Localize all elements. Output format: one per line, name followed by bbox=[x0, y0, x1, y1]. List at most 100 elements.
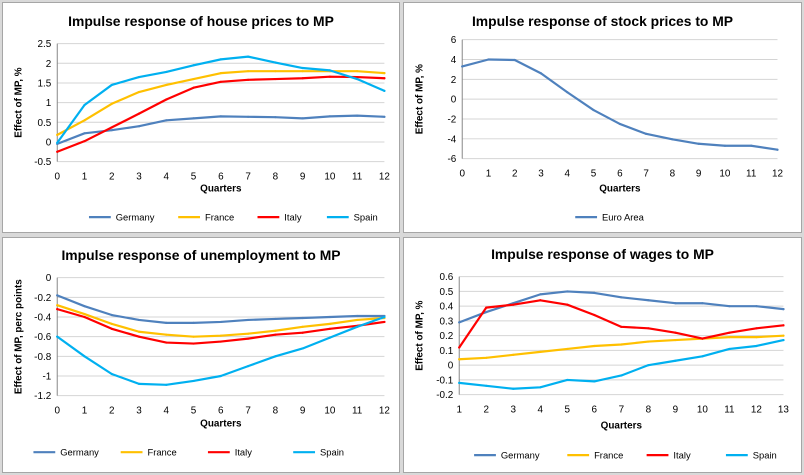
legend-label: Germany bbox=[116, 212, 155, 223]
data-point-spain bbox=[728, 347, 731, 351]
x-tick-label: 3 bbox=[511, 405, 517, 416]
x-tick-label: 5 bbox=[191, 171, 197, 182]
x-tick-label: 6 bbox=[218, 406, 224, 417]
y-tick-label: 0.5 bbox=[439, 287, 453, 298]
data-point-france bbox=[246, 70, 250, 73]
x-tick-label: 0 bbox=[54, 406, 60, 417]
data-point-germany bbox=[137, 318, 141, 322]
series-line-germany bbox=[458, 290, 785, 324]
chart-title: Impulse response of unemployment to MP bbox=[61, 247, 340, 263]
data-point-italy bbox=[247, 337, 250, 340]
data-point-euro-area bbox=[618, 122, 621, 126]
legend-label: Spain bbox=[354, 212, 378, 223]
data-point-spain bbox=[458, 381, 461, 384]
data-point-italy bbox=[165, 98, 168, 101]
legend-label: France bbox=[594, 450, 623, 461]
legend-label: Germany bbox=[60, 447, 99, 458]
data-point-spain bbox=[247, 365, 250, 368]
y-tick-label: -2 bbox=[447, 114, 456, 125]
data-point-italy bbox=[83, 315, 86, 319]
data-point-spain bbox=[620, 374, 623, 377]
y-tick-label: 1 bbox=[46, 98, 52, 109]
data-point-germany bbox=[328, 315, 331, 319]
data-point-spain bbox=[755, 344, 758, 348]
y-tick-label: -4 bbox=[447, 134, 456, 145]
series-line-euro-area bbox=[461, 58, 779, 151]
chart-title: Impulse response of house prices to MP bbox=[68, 13, 334, 29]
data-point-germany bbox=[165, 321, 168, 324]
data-point-italy bbox=[458, 346, 461, 349]
data-point-france bbox=[620, 343, 623, 346]
x-axis-label: Quarters bbox=[200, 418, 242, 429]
data-point-italy bbox=[83, 140, 86, 143]
data-point-germany bbox=[647, 299, 650, 302]
y-tick-label: -0.1 bbox=[436, 375, 454, 386]
data-point-france bbox=[110, 102, 113, 105]
data-point-italy bbox=[301, 331, 304, 334]
data-point-germany bbox=[755, 305, 758, 308]
data-point-germany bbox=[566, 290, 569, 293]
data-point-spain bbox=[83, 103, 86, 107]
data-point-germany bbox=[110, 313, 113, 317]
data-point-france bbox=[110, 322, 113, 325]
y-tick-label: 0.4 bbox=[439, 302, 453, 313]
y-tick-label: 0 bbox=[46, 137, 52, 148]
chart-panel-house-prices: Impulse response of house prices to MP -0… bbox=[2, 2, 400, 233]
data-point-spain bbox=[383, 89, 386, 92]
data-point-italy bbox=[755, 327, 758, 330]
legend-label: Italy bbox=[284, 212, 302, 223]
data-point-france bbox=[539, 350, 542, 353]
x-tick-label: 12 bbox=[772, 168, 784, 179]
x-tick-label: 9 bbox=[696, 168, 702, 179]
x-tick-label: 10 bbox=[697, 405, 709, 416]
data-point-spain bbox=[566, 378, 569, 382]
x-tick-label: 4 bbox=[164, 171, 170, 182]
y-tick-label: -0.2 bbox=[34, 293, 52, 304]
y-tick-label: 2 bbox=[451, 75, 457, 86]
data-point-spain bbox=[246, 55, 250, 58]
x-tick-label: 11 bbox=[352, 171, 363, 182]
x-tick-label: 7 bbox=[245, 406, 251, 417]
chart-svg: Impulse response of wages to MP -0.2 -0.1 0… bbox=[415, 246, 790, 461]
data-point-france bbox=[247, 332, 250, 335]
data-point-italy bbox=[620, 325, 623, 328]
data-point-germany bbox=[246, 115, 250, 118]
x-tick-label: 5 bbox=[191, 406, 197, 417]
data-point-france bbox=[219, 72, 222, 75]
chart-panel-unemployment: Impulse response of unemployment to MP -1… bbox=[2, 237, 400, 473]
data-point-france bbox=[356, 318, 359, 322]
y-tick-label: 0.5 bbox=[38, 118, 52, 129]
x-tick-label: 9 bbox=[300, 171, 306, 182]
data-point-euro-area bbox=[566, 91, 569, 94]
data-point-italy bbox=[728, 331, 731, 334]
x-tick-label: 12 bbox=[751, 405, 763, 416]
chart-panel-stock-prices: Impulse response of stock prices to MP -6… bbox=[403, 2, 802, 233]
legend-label: Euro Area bbox=[602, 212, 645, 223]
series-line-spain bbox=[458, 338, 785, 390]
data-point-france bbox=[274, 70, 277, 73]
data-point-spain bbox=[674, 359, 677, 362]
data-point-france bbox=[485, 356, 488, 359]
y-tick-label: 6 bbox=[451, 35, 457, 46]
x-tick-label: 5 bbox=[565, 405, 571, 416]
data-point-italy bbox=[356, 75, 359, 79]
data-point-germany bbox=[274, 116, 277, 119]
data-point-germany bbox=[219, 115, 222, 118]
x-axis-label: Quarters bbox=[200, 183, 242, 194]
data-point-germany bbox=[219, 320, 222, 323]
data-point-france bbox=[274, 329, 277, 332]
data-point-germany bbox=[485, 310, 488, 314]
data-point-france bbox=[83, 312, 86, 316]
y-tick-label: 2 bbox=[46, 59, 52, 70]
y-tick-label: -1.2 bbox=[34, 391, 52, 402]
data-point-france bbox=[512, 353, 515, 356]
data-point-italy bbox=[219, 340, 222, 343]
x-tick-label: 11 bbox=[746, 168, 757, 179]
data-point-euro-area bbox=[723, 144, 727, 147]
x-tick-label: 7 bbox=[619, 405, 625, 416]
y-tick-label: -1 bbox=[42, 371, 51, 382]
data-point-france bbox=[383, 72, 386, 75]
data-point-spain bbox=[512, 387, 515, 390]
data-point-france bbox=[593, 344, 596, 348]
data-point-italy bbox=[274, 333, 277, 336]
